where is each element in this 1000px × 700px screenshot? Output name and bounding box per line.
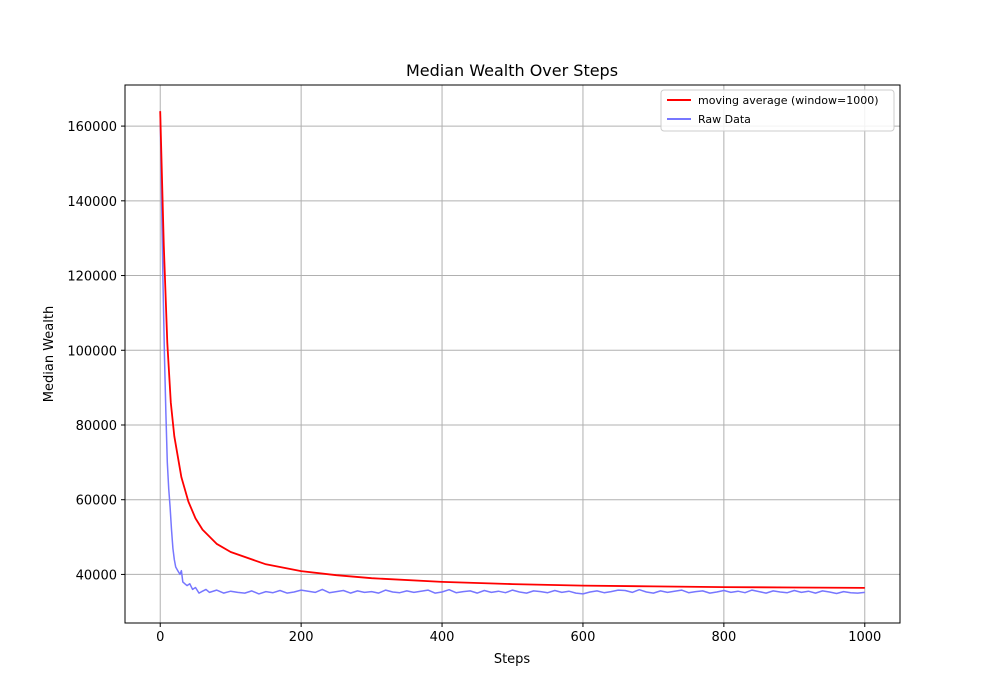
- legend-box: [660, 89, 895, 132]
- x-tick-label: 1000: [848, 630, 881, 645]
- y-tick-label: 40000: [76, 568, 117, 583]
- plot-frame: [124, 84, 901, 624]
- y-tick-label: 120000: [67, 270, 117, 285]
- series-layer: [159, 111, 865, 595]
- x-axis-label: Steps: [494, 652, 531, 667]
- x-tick-label: 800: [711, 630, 736, 645]
- series-line-raw-data: [159, 111, 865, 595]
- legend-label-raw-data: Raw Data: [698, 113, 751, 126]
- y-axis-ticks: 40000 60000 80000 100000 120000 140000 160000: [67, 120, 125, 583]
- chart-title: Median Wealth Over Steps: [406, 61, 618, 80]
- series-line-moving-average: [159, 111, 865, 589]
- y-axis-label: Median Wealth: [42, 306, 57, 402]
- x-axis-ticks: 0 200 400 600 800 1000: [156, 623, 881, 645]
- x-tick-label: 600: [571, 630, 596, 645]
- y-tick-label: 60000: [76, 494, 117, 509]
- y-tick-label: 140000: [67, 195, 117, 210]
- legend-label-moving-average: moving average (window=1000): [698, 94, 879, 107]
- y-tick-label: 160000: [67, 120, 117, 135]
- grid-layer: [125, 85, 900, 623]
- x-tick-label: 200: [289, 630, 314, 645]
- y-tick-label: 80000: [76, 419, 117, 434]
- x-tick-label: 0: [156, 630, 164, 645]
- y-tick-label: 100000: [67, 344, 117, 359]
- legend: moving average (window=1000) Raw Data: [660, 89, 895, 132]
- x-tick-label: 400: [430, 630, 455, 645]
